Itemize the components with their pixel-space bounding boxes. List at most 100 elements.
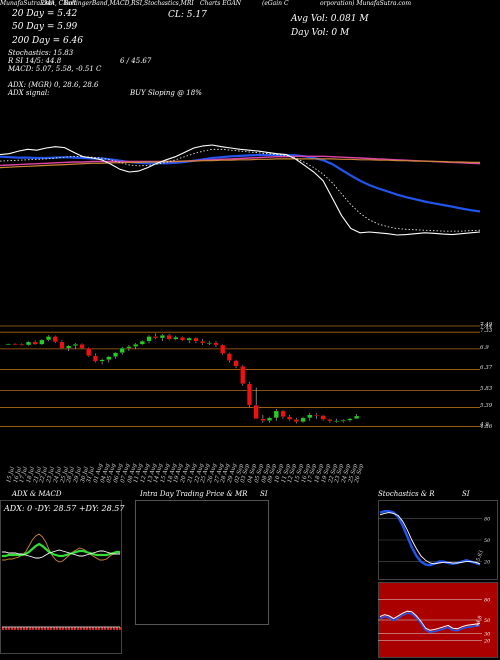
candle-body (307, 414, 313, 419)
macd-bar (104, 627, 106, 630)
price-tick-label: 6.9 (480, 344, 489, 351)
candle-body (39, 339, 45, 345)
candle-body (5, 343, 11, 345)
macd-bar (107, 627, 109, 630)
candle-body (300, 417, 306, 422)
macd-bar (65, 627, 67, 630)
macd-bar (110, 627, 112, 630)
macd-bar (26, 627, 28, 630)
macd-bar (56, 627, 58, 630)
candle-body (32, 341, 38, 345)
candle-body (347, 418, 353, 421)
macd-bar (53, 627, 55, 630)
candle-body (260, 418, 266, 421)
price-tick-label: 7.49 (480, 322, 493, 328)
price-tick-label: 7.33 (480, 328, 493, 335)
header-indicators: BollingerBand,MACD,RSI,Stochastics,MRI (64, 0, 194, 7)
macd-bar (32, 627, 34, 630)
candle-body (213, 342, 219, 346)
candle-body (92, 355, 98, 362)
adx-chart (2, 533, 121, 563)
candle-body (133, 344, 139, 347)
price-tick-label: 7.44 (480, 323, 493, 330)
intraday-panel-title: Intra Day Trading Price & MR (140, 490, 248, 498)
macd-bar (71, 627, 73, 630)
candle-body (113, 352, 119, 357)
candle-body (220, 344, 226, 354)
stoch-label: Stochastics: 15.83 (8, 49, 74, 57)
macd-bar (77, 627, 79, 630)
adx-signal-label: ADX signal: (8, 89, 50, 97)
candle-body (186, 337, 192, 341)
ma50-label: 50 Day = 5.99 (12, 22, 78, 32)
candle-body (206, 342, 212, 344)
macd-bar (62, 627, 64, 630)
stoch-tick-label: 50 (484, 538, 491, 544)
candle-body (106, 356, 112, 360)
ma20-label: 20 Day = 5.42 (12, 9, 78, 19)
candle-body (226, 353, 232, 361)
stoch-d-line (379, 512, 481, 565)
ma200-line (0, 158, 480, 169)
macd-bar (119, 627, 121, 630)
header-company-b: orporation) MunafaSutra.com (320, 0, 412, 7)
candle-body (253, 404, 259, 419)
candle-body (86, 347, 92, 357)
macd-bar (113, 627, 115, 630)
ma50-line (0, 155, 481, 167)
candle-body (334, 420, 340, 422)
adx-minus-di-line (2, 542, 120, 558)
candle-body (200, 340, 206, 344)
candle-body (79, 344, 85, 349)
stoch-tick-label: 80 (484, 516, 491, 522)
stoch-panel-title: Stochastics & R (378, 490, 435, 498)
adx-values: ADX: 0 -DY: 28.57 +DY: 28.57 (4, 504, 125, 513)
candle-body (267, 417, 273, 421)
buy-signal-label: BUY Sloping @ 18% (130, 89, 202, 97)
macd-bar (95, 627, 97, 630)
rsi-value-label: 44.8 (474, 615, 483, 628)
rsi-label: R SI 14/5: 44.8 (8, 57, 62, 65)
macd-bar (2, 627, 4, 630)
candle-body (233, 360, 239, 367)
rsi-tick-label: 20 (483, 638, 491, 644)
candle-body (25, 341, 31, 346)
macd-bar (83, 627, 85, 630)
day-vol-label: Day Vol: 0 M (291, 28, 350, 38)
price-tick-label: 5.39 (480, 403, 493, 410)
macd-bar (68, 627, 70, 630)
candle-body (166, 335, 172, 340)
candle-body (59, 341, 65, 349)
macd-bar (38, 627, 40, 630)
price-line (0, 144, 481, 236)
macd-bar (44, 627, 46, 630)
candle-body (126, 346, 132, 349)
candle-body (173, 337, 179, 340)
candle-body (52, 336, 58, 343)
intraday-panel (135, 500, 269, 625)
rsi-tick-label: 50 (484, 618, 491, 624)
adx-panel-title: ADX & MACD (12, 490, 62, 498)
macd-bar (101, 627, 103, 630)
macd-bar (14, 627, 16, 630)
adx-plus-di-line (2, 533, 121, 563)
macd-bar (5, 627, 7, 630)
price-candlestick-chart (0, 325, 480, 427)
moving-average-chart (0, 144, 481, 236)
candle-body (193, 337, 199, 342)
price-tick-label: 4.9 (480, 422, 489, 429)
adx-panel: ADX: 0 -DY: 28.57 +DY: 28.57 (0, 500, 125, 654)
mri-line (379, 612, 481, 634)
macd-bar (80, 627, 82, 630)
macd-bar (17, 627, 19, 630)
close-label: CL: 5.17 (168, 10, 207, 20)
macd-bar (74, 627, 76, 630)
candle-body (46, 336, 52, 341)
candle-body (287, 416, 293, 420)
macd-bar (8, 627, 10, 630)
macd-bar (29, 627, 31, 630)
macd-chart (2, 626, 121, 630)
candle-body (246, 383, 252, 406)
